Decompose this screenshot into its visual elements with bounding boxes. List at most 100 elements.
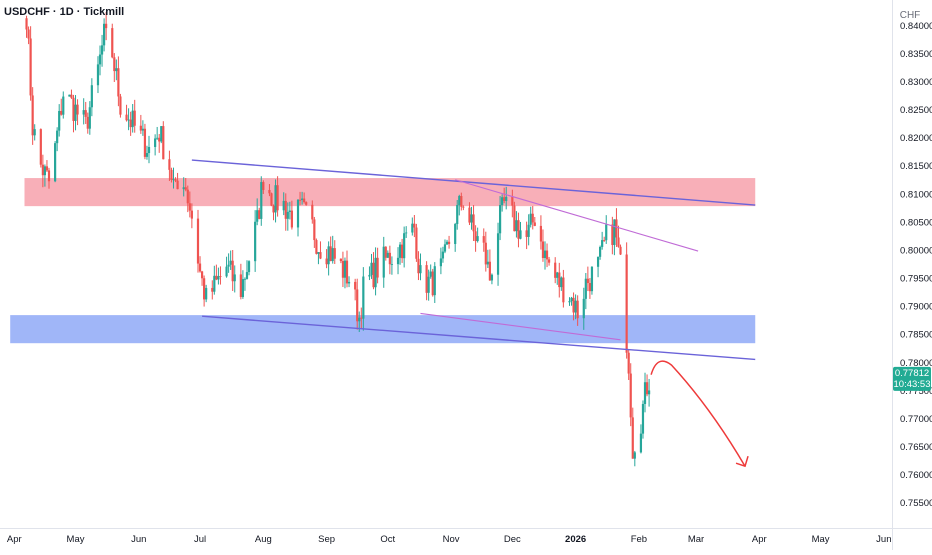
candle-body <box>225 266 228 277</box>
y-tick-label: 0.78000 <box>900 358 932 369</box>
candle-body <box>625 254 628 353</box>
candle-body <box>162 126 165 160</box>
candle-body <box>68 94 71 97</box>
candle-body <box>217 276 220 280</box>
candle-body <box>147 146 151 154</box>
candle-body <box>505 196 508 201</box>
x-tick-label: Oct <box>380 534 395 545</box>
y-tick-label: 0.80000 <box>900 245 932 256</box>
y-tick-label: 0.77500 <box>900 386 932 397</box>
candle-body <box>641 403 645 434</box>
candle-body <box>172 179 175 181</box>
candle-body <box>72 97 75 121</box>
x-tick-label: May <box>67 534 85 545</box>
candle-body <box>88 107 91 129</box>
candle-body <box>303 198 306 203</box>
candle-body <box>117 68 120 97</box>
candle-body <box>586 278 589 284</box>
candle-body <box>247 261 251 273</box>
candle-body <box>325 258 328 265</box>
candle-body <box>211 287 214 292</box>
descending-resistance-line[interactable] <box>455 179 699 252</box>
candle-body <box>329 246 332 262</box>
candle-body <box>619 246 622 255</box>
candle-body <box>86 116 89 129</box>
candle-body <box>476 236 479 242</box>
candle-body <box>374 257 377 288</box>
candle-body <box>145 153 149 157</box>
candle-body <box>33 129 36 136</box>
lower-channel-line[interactable] <box>202 315 756 361</box>
candle-body <box>198 263 202 272</box>
candle-body <box>405 232 408 234</box>
y-tick-label: 0.82500 <box>900 105 932 116</box>
y-tick-label: 0.78500 <box>900 330 932 341</box>
candle-body <box>360 317 363 319</box>
candle-body <box>284 200 287 219</box>
candle-body <box>498 205 502 234</box>
support-zone[interactable] <box>10 315 756 344</box>
candle-body <box>615 219 618 238</box>
upper-channel-line[interactable] <box>191 159 756 206</box>
lower-wedge-line[interactable] <box>420 312 621 341</box>
candle-body <box>617 237 620 247</box>
candle-body <box>568 301 571 303</box>
candle-body <box>184 187 187 190</box>
candle-body <box>603 240 606 241</box>
candle-body <box>427 276 430 293</box>
candle-body <box>384 246 387 258</box>
candle-body <box>433 266 436 296</box>
candle-body <box>376 257 379 278</box>
candle-body <box>417 258 420 274</box>
candle-body <box>576 300 579 319</box>
candle-body <box>503 197 506 201</box>
candle-body <box>203 278 206 300</box>
candle-body <box>362 276 365 319</box>
x-tick-label: Feb <box>631 534 647 545</box>
symbol-title: USDCHF · 1D · Tickmill <box>4 6 124 18</box>
candle-body <box>339 258 342 262</box>
projection-arrow[interactable] <box>650 360 746 467</box>
candle-body <box>639 433 643 453</box>
candle-body <box>282 200 285 211</box>
candle-body <box>243 278 247 280</box>
y-tick-label: 0.75500 <box>900 498 932 509</box>
candle-body <box>490 274 494 281</box>
candle-body <box>541 241 545 259</box>
x-tick-label: Nov <box>443 534 460 545</box>
candle-body <box>254 221 257 262</box>
candle-body <box>562 277 565 303</box>
resistance-zone[interactable] <box>24 178 756 207</box>
candle-body <box>543 250 547 259</box>
candle-body <box>139 125 142 131</box>
candle-body <box>647 390 651 395</box>
y-tick-label: 0.83500 <box>900 49 932 60</box>
currency-label[interactable]: CHF <box>900 10 921 21</box>
candle-body <box>113 57 116 72</box>
candle-body <box>119 96 122 115</box>
candle-body <box>41 164 44 176</box>
candle-body <box>43 166 47 176</box>
candle-body <box>472 214 475 232</box>
candle-body <box>31 95 34 136</box>
candle-body <box>501 197 504 206</box>
y-tick-label: 0.81000 <box>900 189 932 200</box>
x-tick-label: Mar <box>688 534 704 545</box>
candle-body <box>115 68 118 72</box>
candle-body <box>613 219 616 245</box>
candle-body <box>545 250 549 260</box>
candle-body <box>413 223 416 228</box>
candle-body <box>262 182 265 190</box>
candle-body <box>531 213 534 223</box>
candle-body <box>215 275 218 280</box>
candle-body <box>70 94 73 98</box>
candle-body <box>156 137 159 139</box>
candle-body <box>454 224 457 245</box>
candle-body <box>447 241 451 245</box>
candle-body <box>58 110 61 131</box>
candle-body <box>143 128 147 157</box>
candle-body <box>105 23 108 29</box>
candle-body <box>158 137 161 142</box>
